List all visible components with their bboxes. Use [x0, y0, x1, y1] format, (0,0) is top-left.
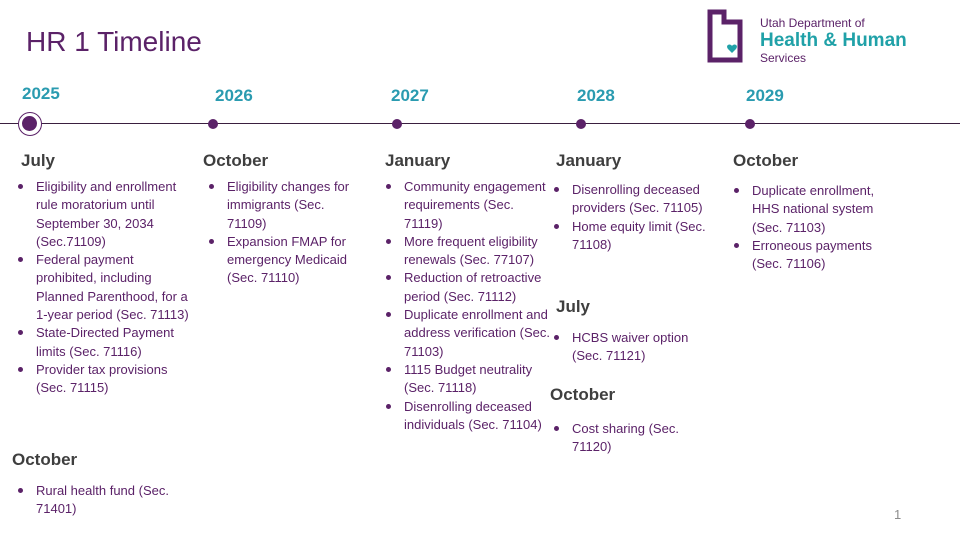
item-list: Eligibility and enrollment rule moratori…	[16, 178, 192, 398]
list-item: Provider tax provisions (Sec. 71115)	[16, 361, 192, 398]
item-list: Duplicate enrollment, HHS national syste…	[732, 182, 882, 273]
list-item: Community engagement requirements (Sec. …	[384, 178, 552, 233]
page-number: 1	[894, 507, 902, 522]
year-label-2026: 2026	[215, 86, 253, 105]
hhs-logo: Utah Department of Health & Human Servic…	[706, 8, 936, 65]
year-label-2027: 2027	[391, 86, 429, 105]
list-item: Expansion FMAP for emergency Medicaid (S…	[207, 233, 367, 288]
list-item: Disenrolling deceased providers (Sec. 71…	[552, 181, 712, 218]
list-item: Duplicate enrollment, HHS national syste…	[732, 182, 882, 237]
list-item: More frequent eligibility renewals (Sec.…	[384, 233, 552, 270]
list-item: Disenrolling deceased individuals (Sec. …	[384, 398, 552, 435]
logo-text-line1: Utah Department of	[760, 16, 865, 30]
item-list: HCBS waiver option (Sec. 71121)	[552, 329, 712, 366]
utah-state-logo-icon	[707, 9, 743, 63]
timeline-marker	[745, 119, 755, 129]
month-heading: July	[21, 151, 56, 170]
timeline-marker	[208, 119, 218, 129]
item-list: Eligibility changes for immigrants (Sec.…	[207, 178, 367, 288]
list-item: Federal payment prohibited, including Pl…	[16, 251, 192, 324]
logo-text-line2: Health & Human	[760, 30, 907, 51]
year-label-2025: 2025	[22, 84, 60, 103]
month-heading: January	[556, 151, 622, 170]
list-item: Duplicate enrollment and address verific…	[384, 306, 552, 361]
timeline-marker	[392, 119, 402, 129]
item-list: Community engagement requirements (Sec. …	[384, 178, 552, 434]
month-heading: July	[556, 297, 591, 316]
year-label-2028: 2028	[577, 86, 615, 105]
year-label-2029: 2029	[746, 86, 784, 105]
list-item: Erroneous payments (Sec. 71106)	[732, 237, 882, 274]
month-heading: October	[733, 151, 799, 170]
timeline-axis	[0, 123, 960, 124]
timeline-marker-current	[18, 112, 42, 136]
list-item: HCBS waiver option (Sec. 71121)	[552, 329, 712, 366]
item-list: Disenrolling deceased providers (Sec. 71…	[552, 181, 712, 254]
month-heading: January	[385, 151, 451, 170]
page-title: HR 1 Timeline	[26, 26, 202, 57]
month-heading: October	[550, 385, 616, 404]
list-item: 1115 Budget neutrality (Sec. 71118)	[384, 361, 552, 398]
item-list: Rural health fund (Sec. 71401)	[16, 482, 192, 519]
list-item: Eligibility changes for immigrants (Sec.…	[207, 178, 367, 233]
list-item: Rural health fund (Sec. 71401)	[16, 482, 192, 519]
list-item: State-Directed Payment limits (Sec. 7111…	[16, 324, 192, 361]
timeline-marker	[576, 119, 586, 129]
list-item: Reduction of retroactive period (Sec. 71…	[384, 269, 552, 306]
list-item: Eligibility and enrollment rule moratori…	[16, 178, 192, 251]
item-list: Cost sharing (Sec. 71120)	[552, 420, 712, 457]
month-heading: October	[203, 151, 269, 170]
list-item: Cost sharing (Sec. 71120)	[552, 420, 712, 457]
logo-text-line3: Services	[760, 51, 807, 65]
list-item: Home equity limit (Sec. 71108)	[552, 218, 712, 255]
month-heading: October	[12, 450, 78, 469]
